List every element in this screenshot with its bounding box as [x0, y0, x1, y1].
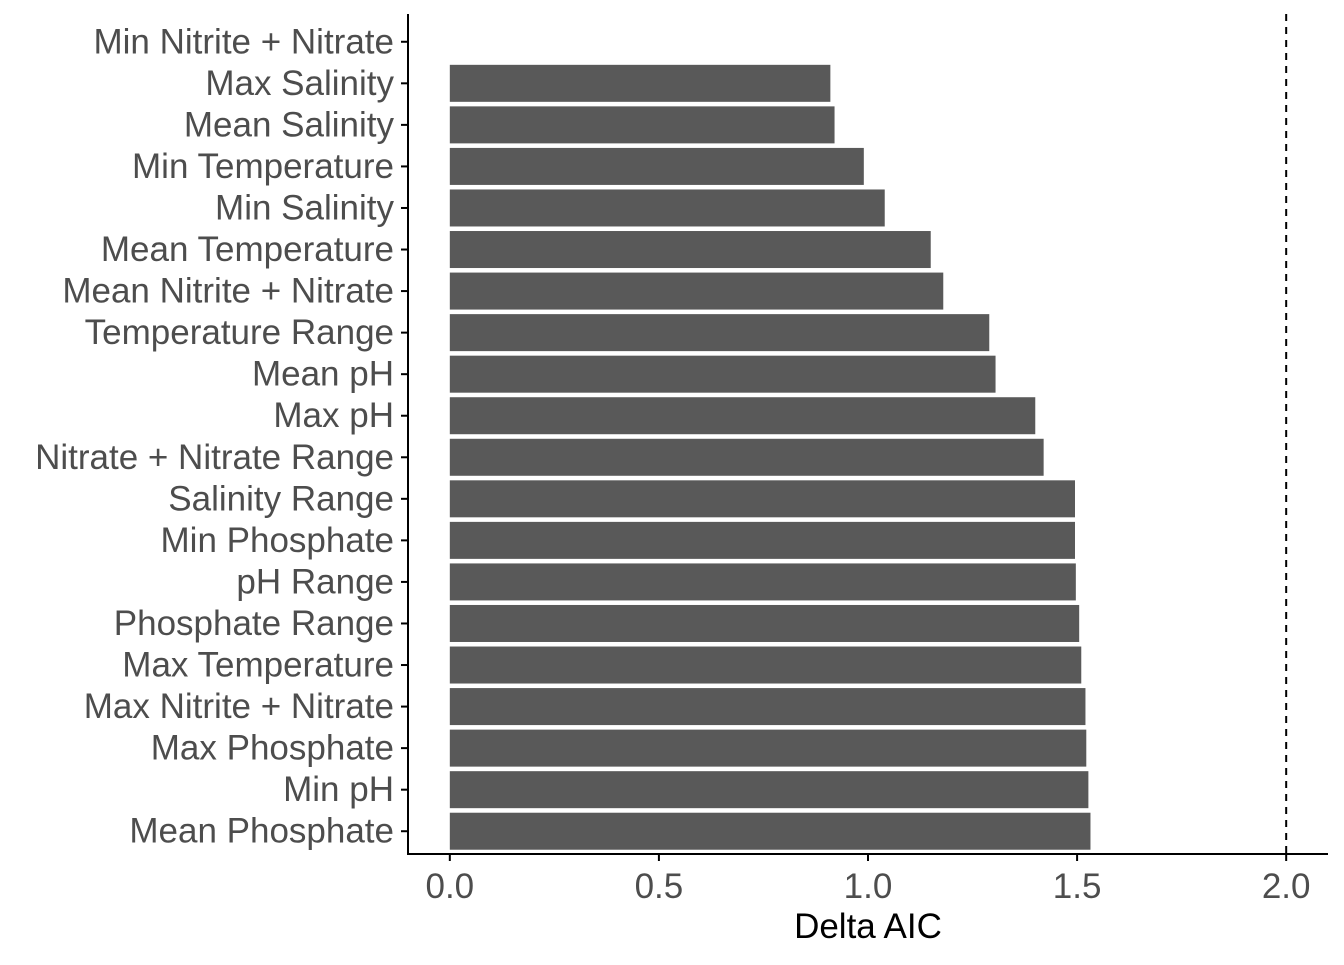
y-tick-label: Mean Salinity [184, 105, 395, 144]
bar-mean-temperature [449, 231, 931, 269]
y-tick-label: pH Range [236, 562, 394, 601]
y-tick-label: Min Temperature [132, 147, 394, 186]
x-tick-label: 2.0 [1262, 867, 1311, 906]
bar-max-nitrite-nitrate [449, 688, 1086, 726]
x-ticks-layer: 0.0 0.5 1.0 1.5 2.0 [425, 854, 1311, 906]
y-tick-label: Mean Nitrite + Nitrate [62, 272, 394, 311]
x-tick-label: 0.5 [635, 867, 684, 906]
y-tick-label: Min Salinity [215, 188, 394, 227]
y-tick-label: Nitrate + Nitrate Range [35, 438, 394, 477]
bar-salinity-range [449, 480, 1075, 518]
bar-max-phosphate [449, 729, 1087, 767]
x-tick-label: 1.5 [1053, 867, 1102, 906]
bar-min-salinity [449, 189, 885, 227]
bar-min-phosphate [449, 521, 1075, 559]
bar-max-salinity [449, 64, 831, 102]
x-axis-title: Delta AIC [794, 907, 942, 946]
x-tick-label: 1.0 [844, 867, 893, 906]
bar-mean-ph [449, 355, 996, 393]
bar-min-temperature [449, 147, 864, 185]
y-tick-label: Mean pH [252, 355, 394, 394]
bar-min-ph [449, 771, 1089, 809]
bar-phosphate-range [449, 604, 1080, 642]
y-tick-label: Max pH [273, 396, 394, 435]
bar-mean-salinity [449, 106, 835, 144]
y-tick-label: Temperature Range [85, 313, 394, 352]
y-tick-label: Min Phosphate [161, 521, 394, 560]
y-tick-label: Mean Temperature [101, 230, 394, 269]
y-tick-label: Max Temperature [122, 646, 394, 685]
y-tick-label: Min pH [283, 770, 394, 809]
bar-temperature-range [449, 314, 990, 352]
y-tick-label: Max Phosphate [151, 729, 394, 768]
y-tick-label: Min Nitrite + Nitrate [94, 22, 395, 61]
x-tick-label: 0.0 [425, 867, 474, 906]
y-tick-label: Max Salinity [205, 64, 394, 103]
bar-mean-phosphate [449, 812, 1091, 850]
bars-layer [449, 64, 1091, 850]
y-tick-label: Max Nitrite + Nitrate [84, 687, 394, 726]
y-tick-label: Phosphate Range [114, 604, 394, 643]
bar-ph-range [449, 563, 1076, 601]
y-tick-label: Mean Phosphate [129, 812, 394, 851]
bar-max-ph [449, 397, 1036, 435]
bar-mean-nitrite-nitrate [449, 272, 944, 310]
y-tick-label: Salinity Range [168, 479, 394, 518]
bar-nitrate-nitrate-range [449, 438, 1044, 476]
bar-max-temperature [449, 646, 1082, 684]
